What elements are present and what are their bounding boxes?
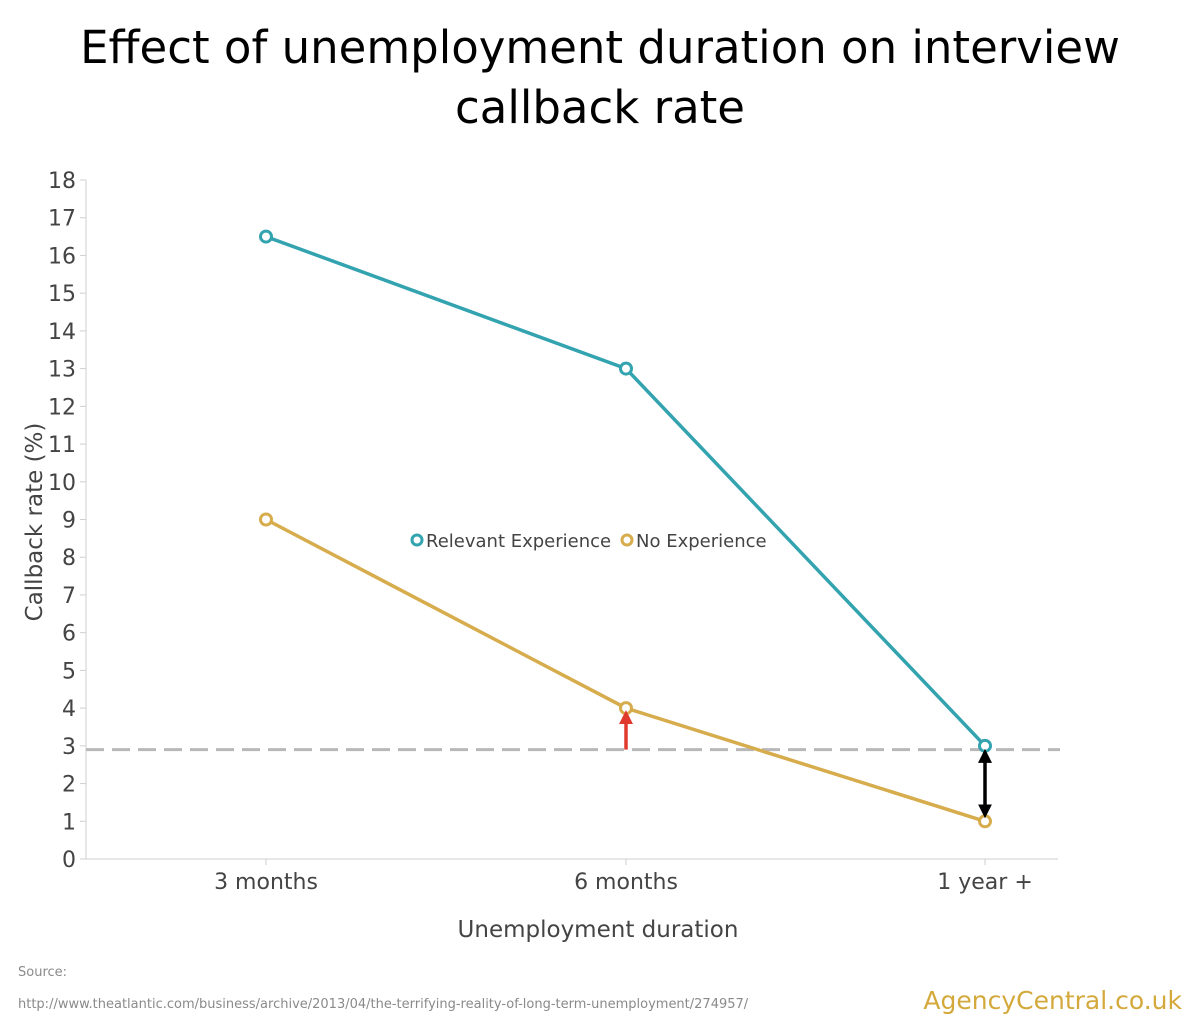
y-tick-label: 8 — [62, 546, 76, 571]
y-tick-label: 16 — [48, 244, 76, 269]
x-tick-label: 6 months — [574, 870, 678, 895]
y-tick-label: 6 — [62, 622, 76, 647]
data-point — [259, 512, 273, 527]
data-point — [619, 701, 633, 716]
y-tick-label: 1 — [62, 810, 76, 835]
x-axis-label: Unemployment duration — [458, 917, 739, 943]
brand-logo: AgencyCentral.co.uk — [923, 986, 1182, 1015]
series-group — [259, 229, 992, 829]
x-tick-label: 3 months — [214, 870, 318, 895]
y-tick-label: 14 — [48, 320, 76, 345]
source-label: Source: — [18, 965, 68, 980]
y-tick-label: 17 — [48, 207, 76, 232]
legend-marker-1 — [620, 533, 634, 547]
data-point — [978, 814, 992, 829]
chart-title-line1: Effect of unemployment duration on inter… — [80, 21, 1120, 74]
y-tick-label: 3 — [62, 735, 76, 760]
x-tick-label: 1 year + — [937, 870, 1033, 895]
y-tick-label: 9 — [62, 509, 76, 534]
y-tick-label: 2 — [62, 773, 76, 798]
y-tick-label: 5 — [62, 659, 76, 684]
y-tick-label: 13 — [48, 358, 76, 383]
legend-label-0: Relevant Experience — [426, 531, 611, 552]
data-point — [259, 229, 273, 244]
y-tick-label: 18 — [48, 169, 76, 194]
y-tick-label: 7 — [62, 584, 76, 609]
data-point — [978, 738, 992, 753]
chart-title: Effect of unemployment duration on inter… — [0, 18, 1200, 138]
y-tick-label: 12 — [48, 395, 76, 420]
y-tick-label: 11 — [48, 433, 76, 458]
annotations-group — [619, 710, 992, 819]
y-tick-label: 15 — [48, 282, 76, 307]
chart-title-line2: callback rate — [455, 81, 745, 134]
y-tick-label: 10 — [48, 471, 76, 496]
data-point — [619, 361, 633, 376]
legend-label-1: No Experience — [636, 531, 767, 552]
legend-marker-0 — [410, 533, 424, 547]
y-tick-label: 4 — [62, 697, 76, 722]
source-url: http://www.theatlantic.com/business/arch… — [18, 997, 749, 1012]
y-axis-label: Callback rate (%) — [22, 423, 48, 622]
legend: Relevant Experience No Experience — [410, 531, 767, 552]
series-line-1 — [265, 517, 986, 823]
series-line-0 — [265, 234, 987, 748]
y-tick-label: 0 — [62, 848, 76, 873]
